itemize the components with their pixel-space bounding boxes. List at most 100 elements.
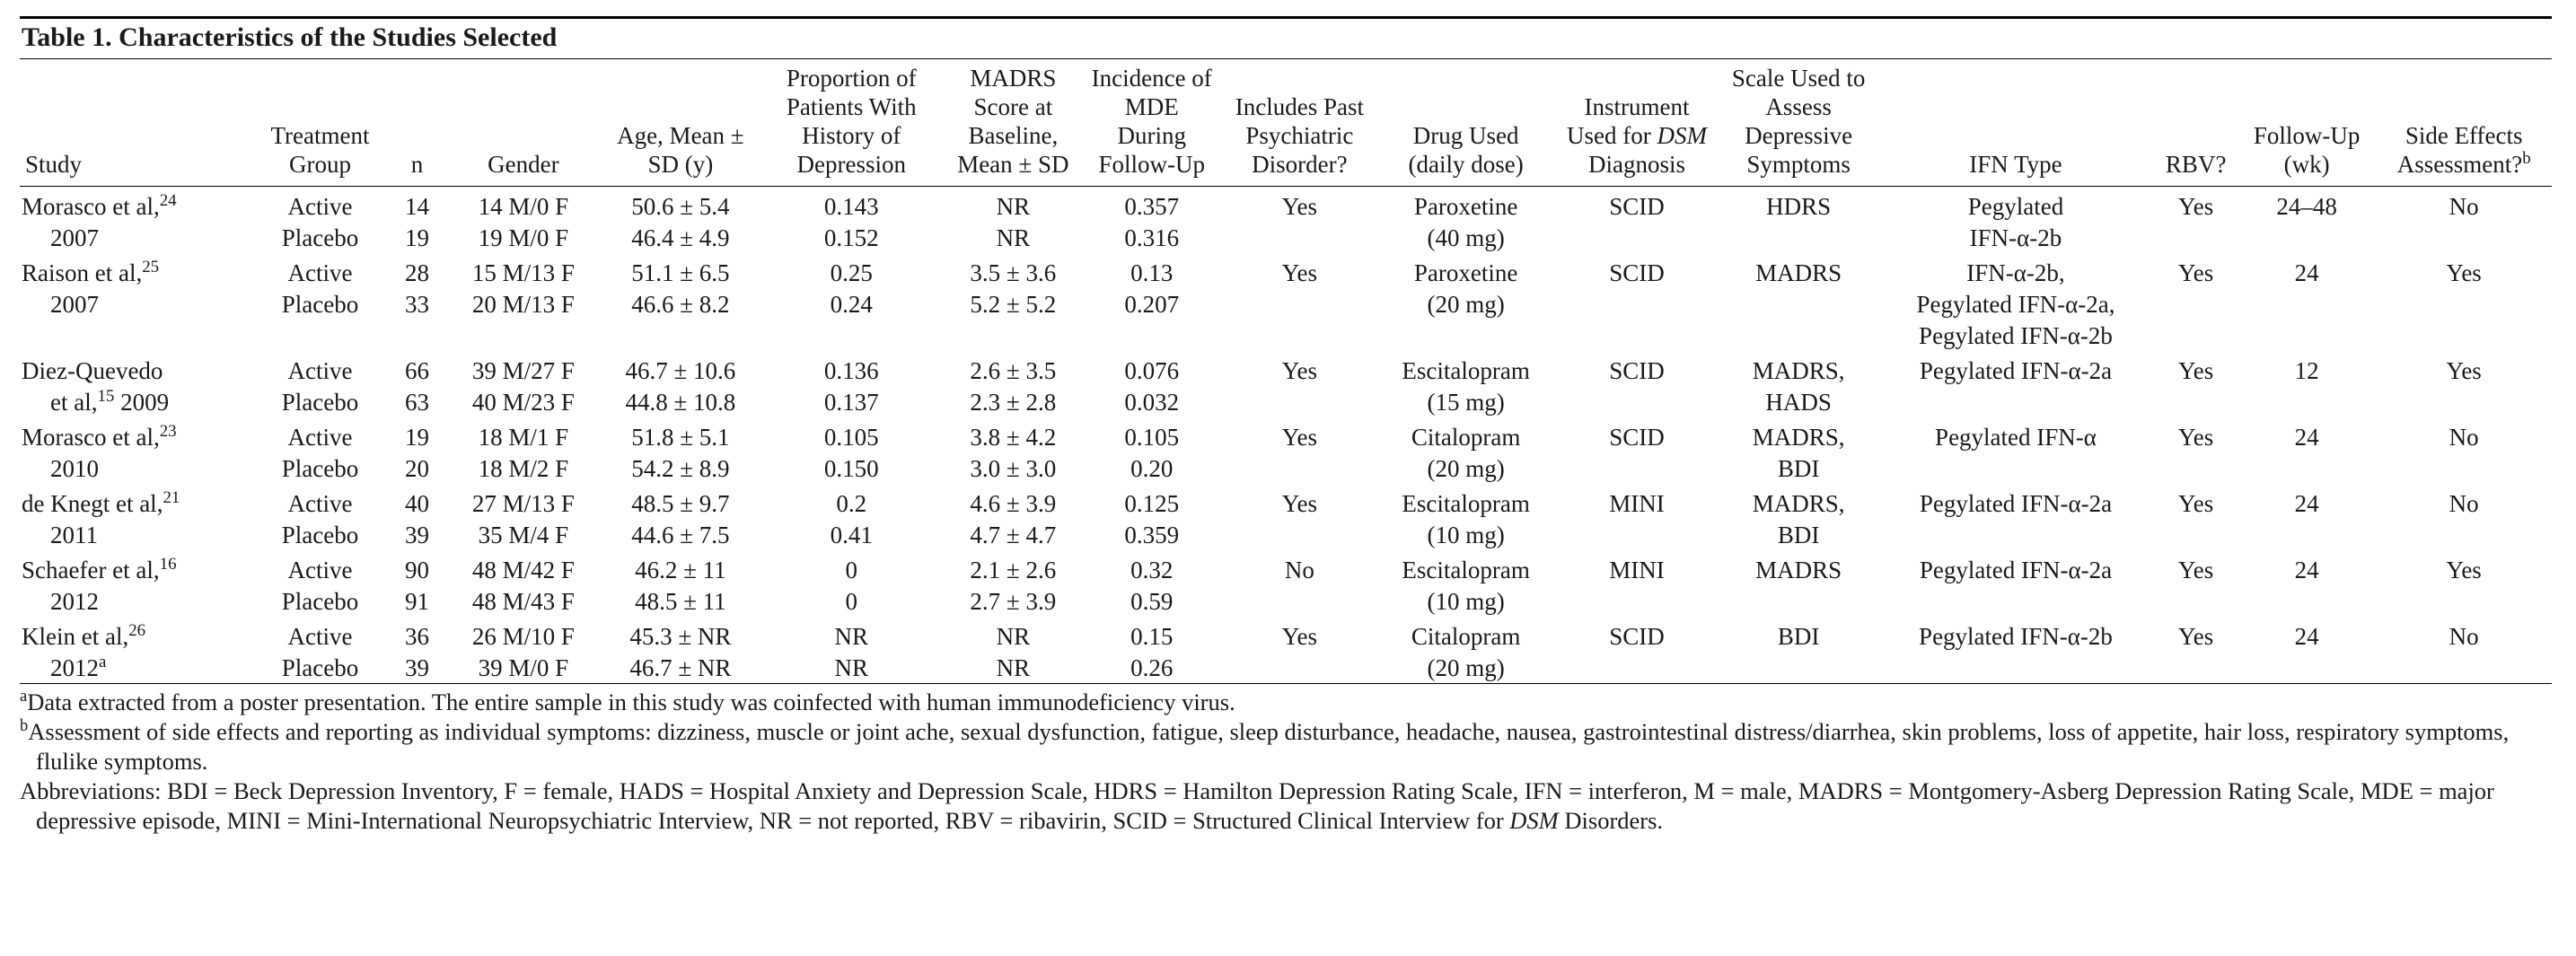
cell: Yes — [2154, 187, 2238, 222]
cell: 39 — [390, 652, 445, 683]
cell: Placebo — [251, 652, 389, 683]
cell — [2238, 320, 2376, 351]
cell — [1083, 320, 1221, 351]
cell — [2376, 288, 2552, 320]
cell: Paroxetine — [1378, 187, 1554, 222]
cell — [1221, 288, 1378, 320]
cell: 0.150 — [759, 452, 944, 484]
cell: 0.125 — [1083, 484, 1221, 519]
cell: 44.6 ± 7.5 — [602, 519, 759, 550]
cell: 0.24 — [759, 288, 944, 320]
cell — [2154, 652, 2238, 683]
cell — [1553, 386, 1719, 417]
cell: 0.357 — [1083, 187, 1221, 222]
cell — [390, 320, 445, 351]
table-row: Pegylated IFN-α-2b — [20, 320, 2552, 351]
cell — [944, 320, 1082, 351]
cell: 44.8 ± 10.8 — [602, 386, 759, 417]
cell: SCID — [1553, 617, 1719, 652]
cell: Active — [251, 187, 389, 222]
cell — [1221, 320, 1378, 351]
table-row: 2012aPlacebo3939 M/0 F46.7 ± NRNRNR0.26(… — [20, 652, 2552, 683]
cell — [1553, 222, 1719, 253]
cell: 20 M/13 F — [444, 288, 602, 320]
cell: 0.25 — [759, 253, 944, 288]
cell — [1553, 452, 1719, 484]
table-row: Morasco et al,24Active1414 M/0 F50.6 ± 5… — [20, 187, 2552, 222]
cell: 12 — [2238, 351, 2376, 386]
cell: 50.6 ± 5.4 — [602, 187, 759, 222]
cell — [2376, 320, 2552, 351]
cell — [1221, 452, 1378, 484]
cell: 39 — [390, 519, 445, 550]
footnote-b: bAssessment of side effects and reportin… — [20, 717, 2552, 776]
col-followup: Follow-Up (wk) — [2238, 59, 2376, 187]
cell — [1877, 652, 2155, 683]
cell: 48.5 ± 9.7 — [602, 484, 759, 519]
cell: 46.4 ± 4.9 — [602, 222, 759, 253]
cell: 24 — [2238, 484, 2376, 519]
table-row: Klein et al,26Active3626 M/10 F45.3 ± NR… — [20, 617, 2552, 652]
cell: 91 — [390, 585, 445, 617]
cell — [1720, 652, 1877, 683]
cell: 24 — [2238, 617, 2376, 652]
cell: 0.2 — [759, 484, 944, 519]
cell: Yes — [1221, 617, 1378, 652]
cell: Yes — [1221, 351, 1378, 386]
cell: 0.076 — [1083, 351, 1221, 386]
col-drug: Drug Used (daily dose) — [1378, 59, 1554, 187]
cell: 3.5 ± 3.6 — [944, 253, 1082, 288]
cell: Placebo — [251, 585, 389, 617]
cell — [1877, 519, 2155, 550]
cell — [2154, 222, 2238, 253]
cell: NR — [944, 652, 1082, 683]
cell: 0.105 — [759, 417, 944, 452]
cell: 2.6 ± 3.5 — [944, 351, 1082, 386]
cell: Placebo — [251, 288, 389, 320]
cell: Active — [251, 417, 389, 452]
cell: 27 M/13 F — [444, 484, 602, 519]
cell: MINI — [1553, 550, 1719, 585]
cell: (40 mg) — [1378, 222, 1554, 253]
cell: HADS — [1720, 386, 1877, 417]
cell: 24 — [2238, 417, 2376, 452]
cell: 90 — [390, 550, 445, 585]
table-row: 2010Placebo2018 M/2 F54.2 ± 8.90.1503.0 … — [20, 452, 2552, 484]
cell: Pegylated IFN-α-2a, — [1877, 288, 2155, 320]
cell: 46.2 ± 11 — [602, 550, 759, 585]
cell: MADRS, — [1720, 484, 1877, 519]
cell — [444, 320, 602, 351]
cell — [1221, 652, 1378, 683]
cell — [1378, 320, 1554, 351]
cell — [1553, 320, 1719, 351]
cell: 24 — [2238, 253, 2376, 288]
cell: 26 M/10 F — [444, 617, 602, 652]
cell — [2154, 320, 2238, 351]
cell: 46.7 ± NR — [602, 652, 759, 683]
cell — [1877, 452, 2155, 484]
footnotes: aData extracted from a poster presentati… — [20, 684, 2552, 837]
cell: Escitalopram — [1378, 351, 1554, 386]
cell: Active — [251, 617, 389, 652]
cell: No — [2376, 484, 2552, 519]
cell: BDI — [1720, 617, 1877, 652]
cell: 19 — [390, 222, 445, 253]
cell — [1720, 222, 1877, 253]
cell: 0.20 — [1083, 452, 1221, 484]
cell — [1221, 386, 1378, 417]
cell: 0.13 — [1083, 253, 1221, 288]
cell: 19 — [390, 417, 445, 452]
cell: 19 M/0 F — [444, 222, 602, 253]
cell: 2.7 ± 3.9 — [944, 585, 1082, 617]
cell: 0.359 — [1083, 519, 1221, 550]
cell — [1553, 288, 1719, 320]
cell: (15 mg) — [1378, 386, 1554, 417]
cell: 45.3 ± NR — [602, 617, 759, 652]
cell: 24 — [2238, 550, 2376, 585]
cell: NR — [759, 652, 944, 683]
cell: 39 M/27 F — [444, 351, 602, 386]
table-row: 2012Placebo9148 M/43 F48.5 ± 1102.7 ± 3.… — [20, 585, 2552, 617]
cell: 51.8 ± 5.1 — [602, 417, 759, 452]
cell: 39 M/0 F — [444, 652, 602, 683]
cell: Citalopram — [1378, 417, 1554, 452]
